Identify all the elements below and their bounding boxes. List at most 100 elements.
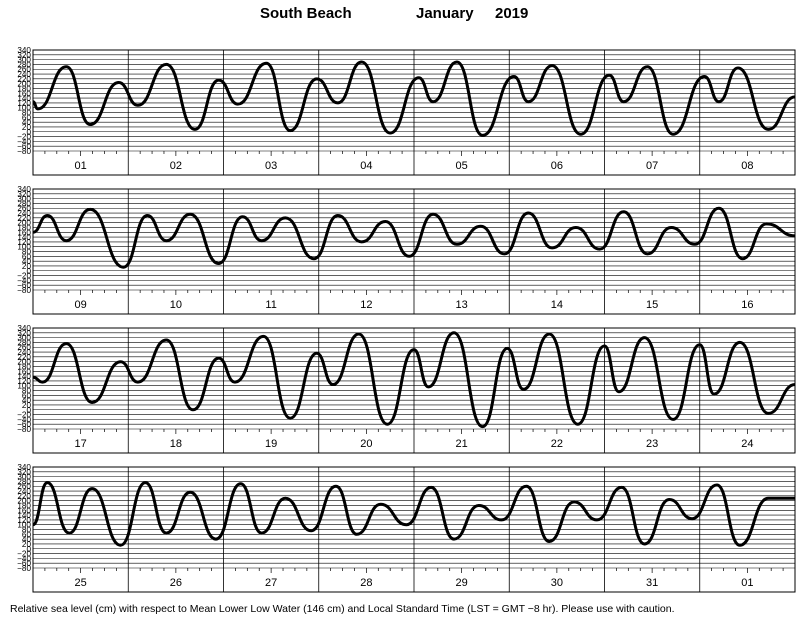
day-label: 13: [456, 299, 468, 311]
y-tick-label: 300: [17, 195, 31, 204]
y-tick-label: 80: [22, 387, 32, 396]
y-tick-label: −60: [17, 420, 31, 429]
y-tick-label: 220: [17, 75, 31, 84]
day-label: 22: [551, 438, 563, 450]
y-tick-label: 180: [17, 501, 31, 510]
day-label: 08: [741, 160, 753, 172]
title-month: January: [416, 5, 474, 22]
y-tick-label: 240: [17, 209, 31, 218]
y-tick-label: 80: [22, 526, 32, 535]
tide-curve: [31, 481, 795, 547]
y-tick-label: 340: [17, 324, 31, 333]
day-label: 28: [360, 577, 372, 589]
y-tick-label: 100: [17, 521, 31, 530]
tide-curve: [32, 60, 796, 137]
y-tick-label: 60: [22, 252, 32, 261]
footer-note: Relative sea level (cm) with respect to …: [10, 603, 675, 615]
y-tick-label: −80: [17, 286, 31, 295]
chart-title: South Beach January 2019: [0, 5, 800, 27]
y-tick-label: 0: [26, 128, 31, 137]
day-label: 02: [170, 160, 182, 172]
y-tick-label: 120: [17, 99, 31, 108]
y-tick-label: 20: [22, 123, 32, 132]
y-tick-label: −80: [17, 147, 31, 156]
y-tick-label: 0: [26, 406, 31, 415]
y-tick-label: 60: [22, 391, 32, 400]
y-tick-label: 340: [17, 185, 31, 194]
y-tick-label: 100: [17, 243, 31, 252]
y-tick-label: 180: [17, 362, 31, 371]
day-label: 16: [741, 299, 753, 311]
day-label: 06: [551, 160, 563, 172]
day-label: 24: [741, 438, 753, 450]
y-tick-label: 340: [17, 463, 31, 472]
y-tick-label: 200: [17, 219, 31, 228]
y-tick-label: 180: [17, 84, 31, 93]
day-label: 01: [741, 577, 753, 589]
day-label: 27: [265, 577, 277, 589]
y-tick-label: −40: [17, 554, 31, 563]
y-tick-label: 260: [17, 482, 31, 491]
y-tick-label: −80: [17, 564, 31, 573]
day-label: 29: [456, 577, 468, 589]
y-tick-label: 140: [17, 233, 31, 242]
y-tick-label: 280: [17, 477, 31, 486]
y-tick-label: 120: [17, 238, 31, 247]
y-tick-label: −20: [17, 550, 31, 559]
y-tick-label: 180: [17, 223, 31, 232]
y-tick-label: 240: [17, 487, 31, 496]
y-tick-label: 140: [17, 511, 31, 520]
y-tick-label: 160: [17, 89, 31, 98]
day-label: 07: [646, 160, 658, 172]
y-tick-label: 300: [17, 473, 31, 482]
station-name: South Beach: [260, 5, 352, 22]
y-tick-label: 80: [22, 109, 32, 118]
y-tick-label: 100: [17, 104, 31, 113]
tide-chart: 3403203002802602402202001801601401201008…: [17, 46, 796, 593]
panel-frame: [32, 466, 796, 593]
y-tick-label: 200: [17, 497, 31, 506]
day-label: 11: [265, 299, 276, 311]
day-label: 17: [75, 438, 87, 450]
y-tick-label: 140: [17, 372, 31, 381]
y-tick-label: 60: [22, 113, 32, 122]
day-label: 30: [551, 577, 563, 589]
y-tick-label: 20: [22, 540, 32, 549]
y-tick-label: 280: [17, 338, 31, 347]
y-tick-label: 200: [17, 358, 31, 367]
panel-frame: [32, 327, 796, 454]
y-tick-label: −40: [17, 276, 31, 285]
y-tick-label: 220: [17, 492, 31, 501]
day-label: 14: [551, 299, 563, 311]
y-tick-label: 260: [17, 204, 31, 213]
y-tick-label: 240: [17, 348, 31, 357]
day-label: 12: [360, 299, 372, 311]
day-label: 03: [265, 160, 277, 172]
tide-curve: [32, 331, 796, 429]
y-tick-label: 140: [17, 94, 31, 103]
y-tick-label: 80: [22, 248, 32, 257]
y-tick-label: 40: [22, 535, 32, 544]
y-tick-label: 160: [17, 228, 31, 237]
day-label: 10: [170, 299, 182, 311]
day-label: 25: [75, 577, 87, 589]
y-tick-label: 340: [17, 46, 31, 55]
day-label: 26: [170, 577, 182, 589]
y-tick-label: −60: [17, 281, 31, 290]
y-tick-label: −40: [17, 415, 31, 424]
y-tick-label: 20: [22, 262, 32, 271]
day-label: 20: [360, 438, 372, 450]
day-label: 05: [456, 160, 468, 172]
y-tick-label: 260: [17, 65, 31, 74]
y-tick-label: −20: [17, 272, 31, 281]
y-tick-label: 260: [17, 343, 31, 352]
day-label: 09: [75, 299, 87, 311]
y-tick-label: 320: [17, 468, 31, 477]
y-tick-label: 320: [17, 190, 31, 199]
y-tick-label: 160: [17, 506, 31, 515]
y-tick-label: −20: [17, 411, 31, 420]
title-year: 2019: [495, 5, 529, 22]
day-label: 31: [646, 577, 658, 589]
day-label: 23: [646, 438, 658, 450]
y-tick-label: −60: [17, 559, 31, 568]
